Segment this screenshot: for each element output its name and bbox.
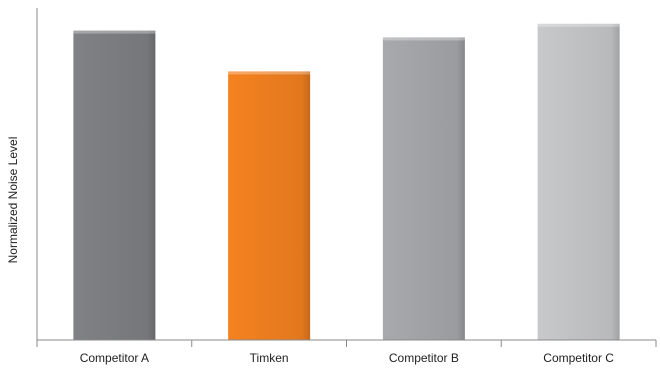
x-tick-label-timken: Timken xyxy=(250,351,289,365)
bar-shade-timken xyxy=(228,71,311,341)
x-tick-labels-group: Competitor A Timken Competitor B Competitor… xyxy=(80,351,615,365)
x-tick-label-competitor-b: Competitor B xyxy=(389,351,459,365)
bar-highlight-competitor-c xyxy=(537,23,620,27)
x-tick-label-competitor-c: Competitor C xyxy=(543,351,614,365)
bar-highlight-competitor-a xyxy=(73,30,156,34)
bar-shade-competitor-a xyxy=(73,30,156,340)
y-axis-title: Normalized Noise Level xyxy=(6,137,20,264)
bars-group xyxy=(73,23,620,341)
bar-highlight-timken xyxy=(228,71,311,75)
x-ticks-group xyxy=(36,340,657,347)
bar-shade-competitor-b xyxy=(382,37,465,341)
x-tick-label-competitor-a: Competitor A xyxy=(80,351,149,365)
bar-highlight-competitor-b xyxy=(382,37,465,41)
bar-shade-competitor-c xyxy=(537,23,620,341)
